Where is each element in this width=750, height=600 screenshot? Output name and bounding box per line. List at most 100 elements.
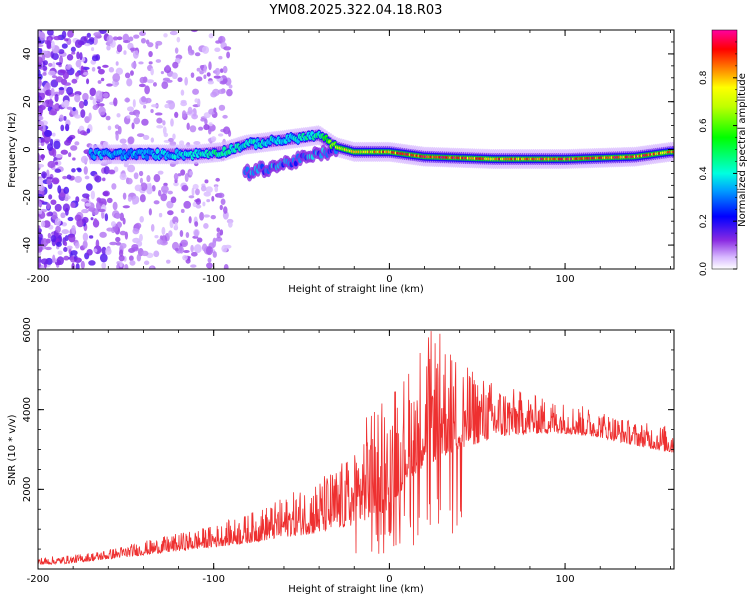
noise-speckle [97, 66, 101, 70]
noise-speckle [61, 30, 67, 39]
noise-speckle [80, 260, 85, 269]
noise-speckle [212, 251, 217, 258]
noise-speckle [40, 220, 46, 228]
noise-speckle [205, 246, 213, 256]
noise-speckle [106, 197, 113, 204]
noise-speckle [128, 36, 134, 42]
noise-speckle [139, 177, 144, 184]
noise-speckle [115, 61, 119, 66]
y-tick-label: 6000 [22, 317, 33, 342]
noise-speckle [92, 98, 97, 106]
noise-speckle [115, 241, 122, 246]
noise-speckle [180, 208, 185, 214]
noise-speckle [213, 107, 217, 113]
noise-speckle [160, 193, 168, 202]
noise-speckle [170, 196, 177, 204]
noise-speckle [60, 149, 69, 155]
noise-speckle [117, 125, 122, 135]
noise-speckle [158, 212, 163, 218]
noise-speckle [212, 239, 217, 248]
noise-speckle [215, 40, 221, 44]
noise-speckle [156, 124, 164, 129]
noise-speckle [78, 100, 85, 109]
noise-speckle [129, 47, 138, 51]
noise-speckle [106, 227, 114, 232]
colorbar-tick-label: 0.2 [699, 214, 709, 228]
noise-speckle [38, 138, 42, 143]
noise-speckle [109, 241, 118, 246]
noise-speckle [194, 98, 199, 103]
noise-speckle [95, 239, 100, 249]
noise-speckle [194, 52, 201, 57]
noise-speckle [48, 110, 57, 116]
noise-speckle [74, 94, 81, 103]
noise-speckle [126, 115, 131, 119]
snr-y-label: SNR (10 * v/v) [7, 414, 18, 485]
noise-speckle [93, 32, 102, 37]
noise-speckle [71, 225, 76, 234]
noise-speckle [154, 112, 163, 116]
noise-speckle [115, 213, 121, 219]
colorbar-tick-label: 0.0 [699, 262, 709, 277]
noise-speckle [53, 35, 62, 41]
snr-x-ticks: -200 -100 0 100 [27, 330, 671, 585]
noise-speckle [216, 231, 221, 239]
noise-speckle [155, 43, 159, 50]
noise-speckle [152, 82, 157, 87]
noise-speckle [132, 227, 140, 235]
noise-speckle [138, 61, 144, 65]
noise-speckle [50, 79, 59, 88]
noise-speckle [116, 44, 123, 53]
noise-speckle [179, 246, 184, 254]
noise-speckle [174, 111, 179, 119]
noise-speckle [144, 85, 150, 95]
noise-speckle [174, 221, 178, 230]
noise-speckle [216, 227, 221, 233]
noise-speckle [195, 204, 202, 209]
noise-speckle [48, 194, 53, 200]
noise-speckle [153, 200, 160, 205]
noise-speckle [124, 263, 129, 269]
noise-speckle [84, 43, 91, 47]
noise-speckle [215, 236, 223, 242]
noise-speckle [58, 87, 65, 91]
noise-speckle [192, 88, 199, 95]
noise-speckle [106, 35, 114, 45]
noise-speckle [128, 255, 134, 262]
noise-speckle [88, 37, 95, 42]
noise-speckle [188, 49, 195, 56]
noise-speckle [77, 168, 82, 173]
noise-speckle [114, 81, 120, 86]
noise-speckle [88, 235, 94, 239]
noise-speckle [38, 193, 43, 198]
noise-speckle [66, 53, 74, 61]
noise-speckle [66, 174, 72, 180]
noise-speckle [110, 221, 116, 227]
noise-speckle [188, 195, 195, 199]
noise-speckle [180, 101, 188, 107]
noise-speckle [112, 36, 118, 41]
noise-speckle [46, 169, 50, 177]
noise-speckle [210, 136, 217, 142]
noise-speckle [63, 241, 68, 247]
noise-speckle [92, 104, 99, 111]
noise-speckle [193, 141, 201, 145]
noise-speckle [174, 47, 179, 54]
colorbar-ticks: 0.0 0.2 0.4 0.6 0.8 [699, 41, 737, 277]
noise-speckle [188, 216, 192, 224]
noise-speckle [82, 240, 88, 249]
noise-speckle [139, 215, 144, 223]
noise-speckle [119, 242, 127, 249]
noise-speckle [226, 51, 231, 59]
noise-speckle [206, 72, 211, 77]
noise-speckle [93, 248, 98, 253]
noise-speckle [141, 250, 149, 257]
noise-speckle [213, 75, 221, 79]
noise-speckle [203, 123, 210, 131]
noise-speckle [54, 168, 61, 173]
noise-speckle [38, 56, 43, 64]
noise-speckle [46, 30, 54, 36]
noise-speckle [64, 99, 70, 107]
noise-speckle [86, 128, 91, 134]
noise-speckle [108, 67, 115, 73]
